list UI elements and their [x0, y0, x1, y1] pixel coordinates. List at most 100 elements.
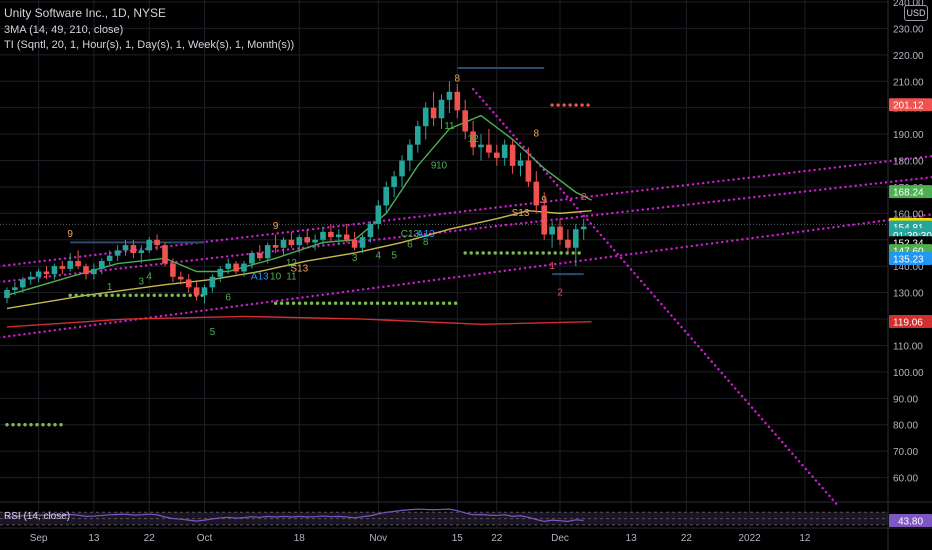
candle-body[interactable] — [312, 239, 318, 243]
legend-ti-indicator[interactable]: TI (Sqntl, 20, 1, Hour(s), 1, Day(s), 1,… — [4, 39, 295, 51]
candle-body[interactable] — [422, 107, 429, 127]
rsi-line[interactable] — [6, 508, 584, 523]
candle-body[interactable] — [494, 152, 500, 158]
candle-body[interactable] — [478, 144, 484, 148]
candle-body[interactable] — [351, 239, 358, 248]
candle-body[interactable] — [217, 268, 224, 277]
rsi-value-box[interactable] — [889, 514, 932, 528]
candle-body[interactable] — [280, 239, 287, 248]
candle-body[interactable] — [193, 287, 200, 296]
candle-body[interactable] — [517, 160, 524, 166]
candle-body[interactable] — [67, 260, 73, 269]
candle-body[interactable] — [170, 263, 176, 277]
candle-body[interactable] — [272, 245, 279, 248]
candle-body[interactable] — [320, 231, 326, 240]
candle-body[interactable] — [122, 245, 129, 251]
price-axis-tick-label: 240.00 — [893, 0, 924, 9]
candle-body[interactable] — [383, 186, 389, 206]
candle-body[interactable] — [501, 144, 508, 158]
candle-body[interactable] — [470, 131, 476, 148]
candle-body[interactable] — [533, 181, 540, 206]
candle-body[interactable] — [106, 255, 113, 261]
ma-mid-line[interactable] — [6, 210, 592, 310]
candle-body[interactable] — [509, 144, 516, 166]
candle-body[interactable] — [525, 160, 532, 182]
candle-body[interactable] — [233, 263, 239, 272]
candle-body[interactable] — [557, 226, 563, 240]
candle-body[interactable] — [415, 126, 421, 145]
candle-body[interactable] — [336, 234, 342, 238]
candle-body[interactable] — [130, 245, 137, 253]
candle-body[interactable] — [146, 239, 152, 251]
candle-body[interactable] — [359, 237, 366, 248]
trendline[interactable] — [0, 175, 932, 284]
time-axis-tick-label: Oct — [197, 533, 213, 544]
legend-moving-averages[interactable]: 3MA (14, 49, 210, close) — [4, 24, 124, 36]
candle-body[interactable] — [288, 239, 295, 246]
price-label-box[interactable] — [889, 185, 932, 199]
candle-body[interactable] — [580, 226, 587, 230]
candle-body[interactable] — [407, 144, 413, 161]
signal-dot — [469, 251, 473, 255]
candle-body[interactable] — [185, 279, 192, 288]
candle-body[interactable] — [20, 279, 26, 288]
candle-body[interactable] — [249, 253, 255, 264]
trendline[interactable] — [0, 213, 932, 339]
candle-body[interactable] — [99, 260, 105, 269]
candle-body[interactable] — [328, 231, 334, 238]
candle-body[interactable] — [35, 271, 42, 277]
candle-body[interactable] — [209, 276, 216, 288]
candle-body[interactable] — [438, 99, 445, 119]
candle-body[interactable] — [375, 205, 382, 224]
rsi-pane-label[interactable]: RSI (14, close) — [4, 511, 71, 522]
price-axis-tick-label: 160.00 — [893, 209, 924, 220]
candle-body[interactable] — [296, 237, 303, 246]
candle-body[interactable] — [454, 91, 461, 111]
sequential-count-label: C13 — [401, 229, 420, 240]
signal-dot — [550, 103, 554, 107]
candle-body[interactable] — [367, 223, 374, 238]
price-label-box[interactable] — [889, 98, 932, 112]
candle-body[interactable] — [162, 245, 168, 264]
trendline[interactable] — [0, 154, 932, 268]
candle-body[interactable] — [178, 276, 184, 280]
candle-body[interactable] — [462, 110, 468, 132]
candle-body[interactable] — [241, 263, 247, 272]
candle-body[interactable] — [4, 289, 10, 298]
candle-body[interactable] — [446, 91, 453, 100]
candle-body[interactable] — [12, 287, 18, 290]
candle-body[interactable] — [59, 266, 66, 269]
price-label-box[interactable] — [889, 315, 932, 329]
sequential-count-label: 8 — [534, 129, 540, 140]
candle-body[interactable] — [75, 260, 81, 267]
price-label-box[interactable] — [889, 252, 932, 266]
candle-body[interactable] — [486, 144, 492, 153]
ma-slow-line[interactable] — [6, 315, 592, 328]
candle-body[interactable] — [51, 266, 58, 275]
currency-badge[interactable]: USD — [904, 5, 928, 21]
candle-body[interactable] — [391, 176, 397, 187]
candle-body[interactable] — [541, 205, 547, 235]
candle-body[interactable] — [27, 276, 34, 280]
sequential-count-label: 6 — [225, 293, 231, 304]
candle-body[interactable] — [225, 263, 231, 269]
candle-body[interactable] — [264, 245, 271, 259]
candle-body[interactable] — [257, 253, 263, 259]
candle-body[interactable] — [399, 160, 405, 177]
signal-dot — [517, 251, 521, 255]
candle-body[interactable] — [138, 250, 145, 253]
candle-body[interactable] — [201, 287, 208, 296]
candle-body[interactable] — [114, 250, 121, 256]
candle-body[interactable] — [154, 239, 160, 246]
candle-body[interactable] — [430, 107, 437, 119]
candle-body[interactable] — [549, 226, 555, 235]
candle-body[interactable] — [343, 234, 350, 240]
candle-body[interactable] — [43, 271, 50, 275]
legend-symbol-title[interactable]: Unity Software Inc., 1D, NYSE — [4, 6, 167, 20]
candle-body[interactable] — [91, 268, 97, 275]
candle-body[interactable] — [304, 237, 310, 243]
candle-body[interactable] — [573, 229, 579, 248]
candle-body[interactable] — [83, 266, 89, 275]
candle-body[interactable] — [565, 239, 571, 248]
